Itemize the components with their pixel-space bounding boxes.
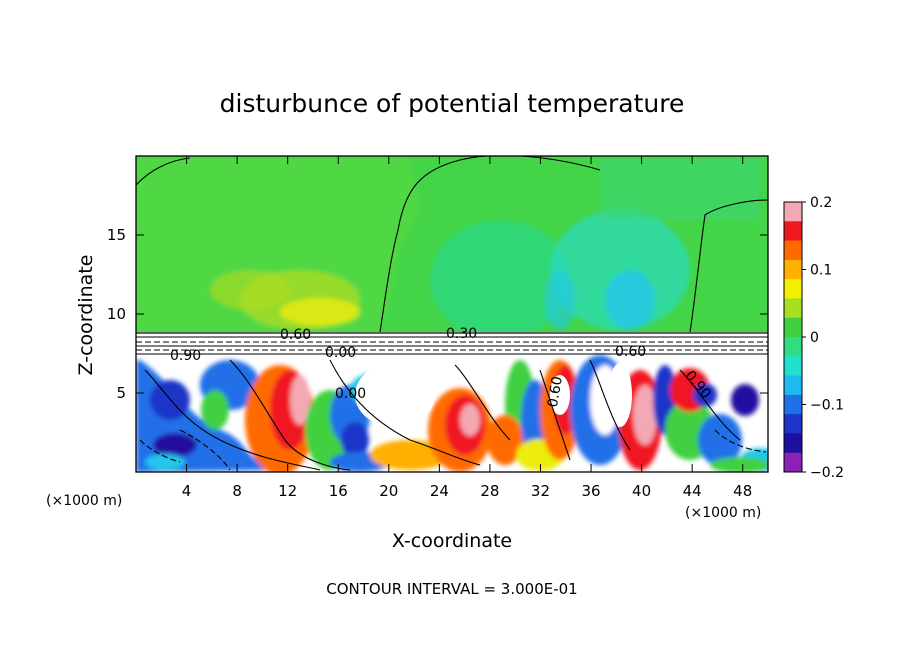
colorbar-segment bbox=[784, 433, 802, 454]
x-axis-label: X-coordinate bbox=[392, 530, 512, 552]
contour-label: 0.00 bbox=[325, 345, 356, 361]
contour-label: 0.60 bbox=[280, 327, 311, 343]
x-tick-label: 48 bbox=[733, 482, 752, 500]
x-axis-ticks: 4 8 12 16 20 24 28 32 36 40 44 48 bbox=[182, 156, 752, 500]
x-tick-label: 20 bbox=[379, 482, 398, 500]
x-tick-label: 44 bbox=[683, 482, 702, 500]
colorbar-tick-label: −0.1 bbox=[810, 398, 844, 414]
y-tick-label: 10 bbox=[107, 305, 126, 323]
colorbar-segment bbox=[784, 394, 802, 415]
colorbar-segment bbox=[784, 298, 802, 319]
contour-label: 0.30 bbox=[446, 326, 477, 342]
colorbar-segment bbox=[784, 375, 802, 396]
colorbar-ticks: 0.2 0.1 0 −0.1 −0.2 bbox=[802, 195, 844, 481]
colorbar-segment bbox=[784, 240, 802, 261]
colorbar bbox=[784, 202, 802, 473]
colorbar-tick-label: −0.2 bbox=[810, 465, 844, 481]
x-tick-label: 36 bbox=[581, 482, 600, 500]
contour-label: 0.60 bbox=[615, 344, 646, 360]
colorbar-segment bbox=[784, 414, 802, 434]
upper-field-shading bbox=[136, 156, 760, 340]
x-tick-label: 28 bbox=[480, 482, 499, 500]
chart-title: disturbunce of potential temperature bbox=[220, 89, 685, 118]
colorbar-segment bbox=[784, 221, 802, 242]
colorbar-segment bbox=[784, 356, 802, 377]
y-tick-label: 15 bbox=[107, 226, 126, 244]
heatmap-field: 0.60 0.30 0.00 0.90 0.00 0.60 0.60 0.90 bbox=[136, 156, 768, 472]
contour-interval-note: CONTOUR INTERVAL = 3.000E-01 bbox=[326, 580, 577, 598]
x-tick-label: 32 bbox=[531, 482, 550, 500]
transition-band bbox=[136, 332, 768, 355]
colorbar-segment bbox=[784, 452, 802, 473]
colorbar-tick-label: 0.2 bbox=[810, 195, 832, 211]
colorbar-segment bbox=[784, 279, 802, 299]
x-tick-label: 8 bbox=[232, 482, 242, 500]
x-tick-label: 40 bbox=[632, 482, 651, 500]
colorbar-tick-label: 0 bbox=[810, 330, 819, 346]
y-tick-label: 5 bbox=[116, 384, 126, 402]
colorbar-segment bbox=[784, 202, 802, 222]
contour-label: 0.00 bbox=[335, 386, 366, 402]
contour-lines bbox=[136, 156, 768, 471]
x-tick-label: 16 bbox=[329, 482, 348, 500]
colorbar-tick-label: 0.1 bbox=[810, 263, 832, 279]
y-axis-label: Z-coordinate bbox=[75, 255, 97, 376]
y-axis-ticks: 5 10 15 bbox=[107, 226, 768, 402]
colorbar-segment bbox=[784, 259, 802, 280]
x-tick-label: 12 bbox=[278, 482, 297, 500]
contour-label: 0.60 bbox=[545, 375, 566, 408]
colorbar-segment bbox=[784, 337, 802, 357]
x-unit-left: (×1000 m) bbox=[46, 493, 122, 509]
x-tick-label: 24 bbox=[430, 482, 449, 500]
contour-label: 0.90 bbox=[170, 348, 201, 364]
x-unit-right: (×1000 m) bbox=[685, 505, 761, 521]
x-tick-label: 4 bbox=[182, 482, 192, 500]
colorbar-segment bbox=[784, 317, 802, 338]
